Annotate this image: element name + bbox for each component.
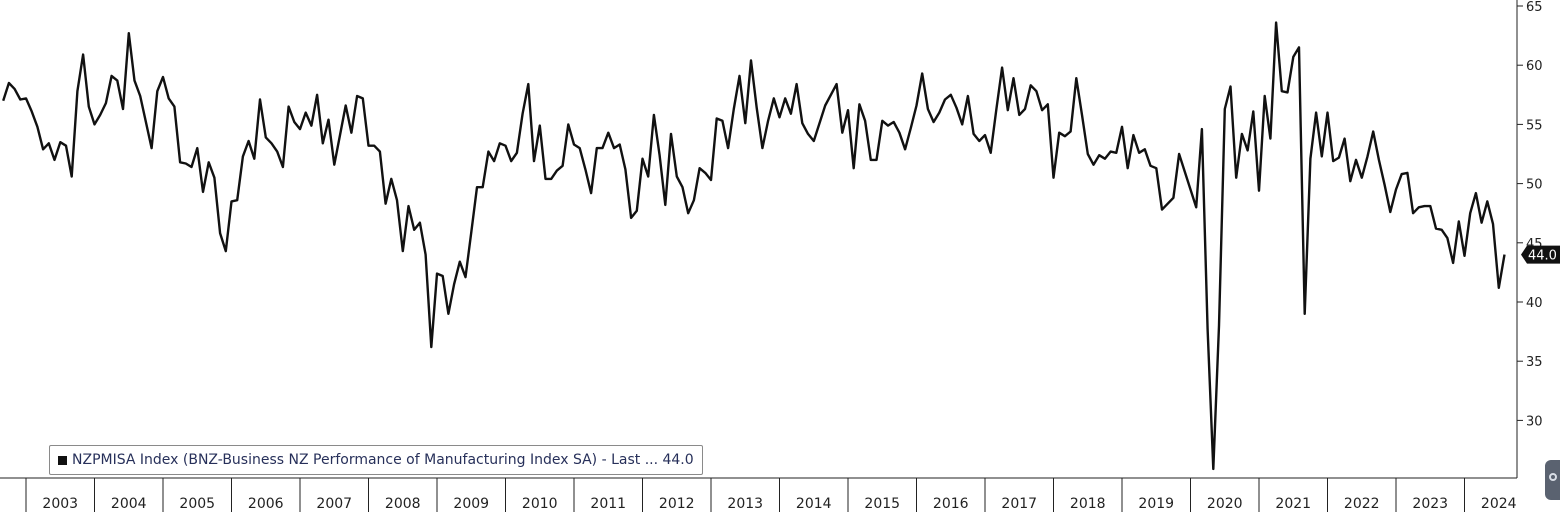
x-tick-label: 2017 xyxy=(1001,496,1037,512)
legend-swatch xyxy=(58,455,67,465)
plot-area xyxy=(2,21,1506,471)
x-tick-label: 2012 xyxy=(659,496,695,512)
y-tick-label: 60 xyxy=(1526,59,1543,74)
x-tick-label: 2024 xyxy=(1481,496,1517,512)
last-value-marker: 44.0 xyxy=(1521,245,1560,264)
x-tick-label: 2021 xyxy=(1275,496,1311,512)
panel-toggle-handle[interactable] xyxy=(1545,460,1560,500)
x-tick-label: 2023 xyxy=(1412,496,1448,512)
y-tick-label: 50 xyxy=(1526,178,1543,193)
x-tick-label: 2003 xyxy=(42,496,78,512)
x-tick-label: 2010 xyxy=(522,496,558,512)
x-tick-label: 2005 xyxy=(179,496,215,512)
x-axis: 2003 2004 2005 2006 2007 2008 2009 2010 2011 2012… xyxy=(0,477,1517,512)
x-tick-label: 2007 xyxy=(316,496,352,512)
x-tick-label: 2015 xyxy=(864,496,900,512)
x-tick-label: 2013 xyxy=(727,496,763,512)
legend: NZPMISA Index (BNZ-Business NZ Performan… xyxy=(49,445,703,475)
last-value-tag xyxy=(1521,245,1560,264)
x-tick-label: 2014 xyxy=(796,496,832,512)
y-tick-label: 40 xyxy=(1526,296,1543,311)
x-tick-label: 2008 xyxy=(385,496,421,512)
x-tick-label: 2016 xyxy=(933,496,969,512)
x-tick-label: 2018 xyxy=(1070,496,1106,512)
x-tick-label: 2009 xyxy=(453,496,489,512)
x-tick-label: 2011 xyxy=(590,496,626,512)
x-tick-label: 2020 xyxy=(1207,496,1243,512)
x-tick-label: 2022 xyxy=(1344,496,1380,512)
y-tick-label: 35 xyxy=(1526,355,1543,370)
x-tick-label: 2006 xyxy=(248,496,284,512)
legend-label: NZPMISA Index (BNZ-Business NZ Performan… xyxy=(72,452,694,468)
last-value-text: 44.0 xyxy=(1528,249,1557,264)
expand-icon xyxy=(1549,473,1557,481)
series-line xyxy=(2,21,1506,471)
y-tick-label: 65 xyxy=(1526,0,1543,15)
x-tick-label: 2004 xyxy=(111,496,147,512)
y-tick-label: 55 xyxy=(1526,118,1543,133)
x-tick-label: 2019 xyxy=(1138,496,1174,512)
y-tick-label: 30 xyxy=(1526,414,1543,429)
